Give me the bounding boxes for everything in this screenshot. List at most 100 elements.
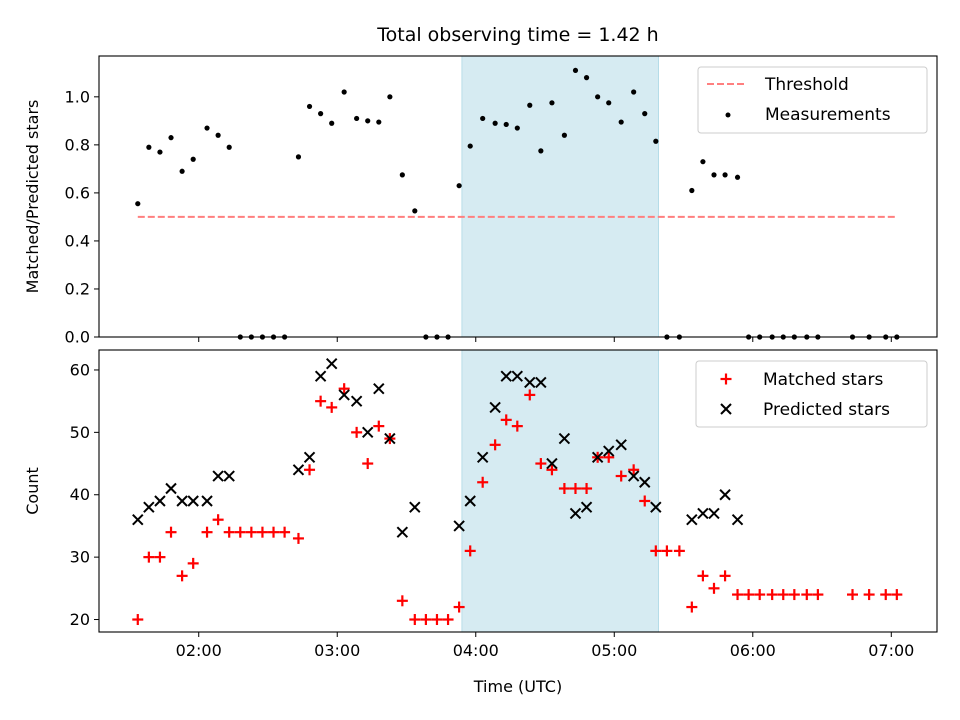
matched-star-point	[279, 526, 291, 538]
predicted-star-point	[338, 389, 350, 401]
matched-star-point	[143, 551, 155, 563]
count-panel: 20 30 40 50 60 02:00 03:00 04:00 05:00 06:00 07:00…	[23, 349, 938, 696]
matched-star-point	[304, 464, 316, 476]
legend-matched-swatch	[720, 373, 732, 385]
matched-star-point	[615, 470, 627, 482]
legend-predicted-swatch	[720, 403, 732, 415]
measurement-point	[306, 103, 313, 110]
matched-star-point	[891, 589, 903, 601]
matched-star-point	[732, 589, 744, 601]
predicted-star-point	[187, 495, 199, 507]
y-tick-label: 0.2	[65, 279, 90, 298]
measurement-point	[399, 172, 405, 178]
matched-star-point	[409, 614, 421, 626]
predicted-star-point	[639, 476, 651, 488]
matched-star-point	[315, 395, 327, 407]
legend-threshold-label: Threshold	[764, 75, 849, 95]
highlight-band	[461, 349, 659, 633]
predicted-star-point	[212, 470, 224, 482]
matched-star-point	[500, 414, 512, 426]
measurement-point	[653, 138, 659, 144]
measurement-point	[734, 174, 741, 180]
predicted-star-point	[511, 370, 524, 382]
measurement-point	[365, 118, 371, 124]
legend-matched-label: Matched stars	[763, 370, 883, 390]
count-panel-frame	[98, 349, 938, 633]
predicted-star-point	[603, 445, 615, 457]
matched-star-point	[546, 464, 558, 476]
matched-star-point	[661, 545, 673, 557]
predicted-star-point	[627, 470, 640, 482]
measurement-point	[480, 115, 486, 122]
predicted-star-point	[350, 395, 363, 407]
predicted-star-point	[384, 432, 396, 445]
legend-measurements-swatch	[725, 112, 731, 118]
matched-star-point	[477, 476, 489, 488]
predicted-star-point	[223, 470, 235, 482]
predicted-star-point	[132, 513, 144, 526]
matched-star-point	[639, 495, 651, 507]
measurement-point	[492, 120, 498, 126]
x-tick-label: 04:00	[453, 641, 499, 660]
legend-predicted-label: Predicted stars	[763, 400, 890, 420]
matched-star-point	[603, 451, 615, 463]
matched-star-point	[558, 483, 570, 495]
matched-star-point	[453, 601, 465, 613]
matched-star-point	[176, 570, 188, 582]
predicted-star-point	[615, 439, 627, 451]
measurement-point	[503, 121, 509, 128]
x-axis-label: Time (UTC)	[473, 677, 562, 696]
legend-measurements-label: Measurements	[765, 105, 891, 125]
matched-star-point	[777, 589, 789, 601]
measurement-point	[711, 172, 717, 178]
predicted-star-point	[524, 376, 536, 389]
highlight-band	[461, 55, 659, 338]
predicted-star-point	[409, 501, 421, 513]
matched-star-point	[268, 526, 280, 538]
predicted-star-point	[314, 370, 327, 382]
measurement-point	[631, 89, 637, 95]
predicted-star-point	[686, 513, 698, 526]
predicted-star-point	[325, 358, 338, 370]
measurement-point	[135, 201, 141, 207]
measurement-point	[467, 143, 473, 149]
matched-star-point	[847, 589, 859, 601]
predicted-star-point	[303, 451, 316, 464]
matched-star-point	[223, 526, 235, 538]
matched-star-point	[880, 589, 892, 601]
measurement-point	[190, 156, 196, 162]
matched-star-point	[234, 526, 246, 538]
predicted-star-point	[719, 489, 731, 501]
predicted-star-point	[201, 495, 213, 507]
y-tick-label: 40	[70, 485, 90, 504]
matched-star-point	[766, 589, 778, 601]
matched-star-point	[201, 526, 213, 538]
matched-star-point	[396, 595, 408, 607]
matched-star-point	[812, 589, 824, 601]
y-tick-label: 1.0	[65, 87, 90, 106]
matched-star-point	[431, 614, 443, 626]
ratio-legend-box	[697, 66, 928, 134]
matched-star-point	[708, 582, 720, 594]
measurement-point	[295, 154, 302, 160]
predicted-star-point	[489, 401, 501, 414]
matched-star-point	[442, 614, 454, 626]
measurement-point	[318, 111, 324, 117]
measurement-point	[215, 132, 221, 138]
measurement-point	[722, 172, 728, 178]
predicted-star-point	[165, 482, 177, 495]
predicted-star-point	[569, 507, 582, 520]
predicted-star-point	[731, 513, 744, 526]
measurement-point	[226, 144, 232, 150]
predicted-star-point	[464, 495, 476, 507]
matched-star-point	[697, 570, 709, 582]
matched-star-point	[187, 557, 199, 569]
matched-star-point	[754, 589, 766, 601]
predicted-star-point	[500, 370, 512, 382]
ratio-legend: Threshold Measurements	[697, 66, 928, 134]
predicted-star-point	[176, 495, 188, 507]
matched-star-point	[650, 545, 662, 557]
measurement-point	[538, 148, 544, 154]
predicted-star-point	[453, 520, 465, 532]
measurement-point	[376, 119, 382, 125]
